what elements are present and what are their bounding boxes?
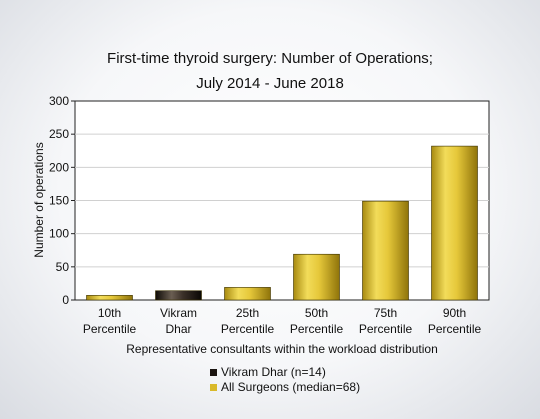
y-tick-label: 100 [49, 227, 69, 241]
x-tick-label: Percentile [221, 322, 275, 336]
bar [224, 287, 271, 301]
bar [86, 295, 133, 301]
x-tick-label: 10th [98, 306, 121, 320]
x-tick-label: Vikram [160, 306, 197, 320]
x-tick-label: 25th [236, 306, 259, 320]
x-tick-label: Dhar [165, 322, 191, 336]
legend-item-vikram-dhar: Vikram Dhar (n=14) [210, 365, 326, 379]
bar [431, 145, 478, 301]
x-axis-title: Representative consultants within the wo… [126, 342, 438, 356]
x-tick-label: Percentile [359, 322, 413, 336]
bar [155, 290, 202, 301]
y-tick-label: 300 [49, 94, 69, 108]
y-tick-label: 250 [49, 127, 69, 141]
legend-swatch-dark [210, 368, 217, 376]
x-tick-label: 50th [305, 306, 328, 320]
legend-label: All Surgeons (median=68) [221, 380, 361, 394]
y-tick-label: 200 [49, 160, 69, 174]
chart-title: First-time thyroid surgery: Number of Op… [107, 50, 433, 67]
y-tick-label: 0 [62, 293, 69, 307]
x-tick-label: Percentile [83, 322, 137, 336]
y-tick-label: 50 [56, 260, 70, 274]
y-axis-title: Number of operations [32, 142, 46, 257]
chart-subtitle: July 2014 - June 2018 [196, 75, 344, 92]
bar [293, 253, 340, 301]
legend-item-all-surgeons: All Surgeons (median=68) [210, 380, 360, 394]
y-tick-label: 150 [49, 194, 69, 208]
legend-swatch-gold [210, 383, 217, 391]
x-tick-label: 75th [374, 306, 397, 320]
x-tick-label: Percentile [290, 322, 344, 336]
x-tick-label: 90th [443, 306, 466, 320]
legend-label: Vikram Dhar (n=14) [221, 365, 326, 379]
bar [362, 200, 409, 301]
x-tick-label: Percentile [428, 322, 482, 336]
